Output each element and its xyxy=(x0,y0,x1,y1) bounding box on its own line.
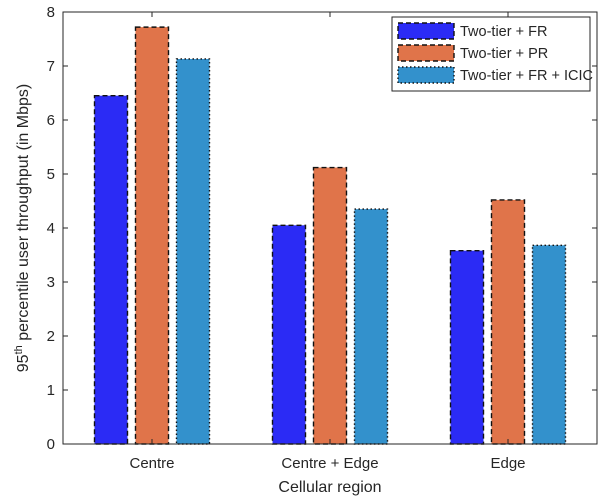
legend-swatch xyxy=(397,66,455,84)
y-axis-label-base: 95 xyxy=(15,354,32,372)
bar-two-tier-pr-0 xyxy=(134,26,170,445)
legend: Two-tier + FR Two-tier + PR Two-tier + FR … xyxy=(391,16,593,92)
y-tick-label: 1 xyxy=(47,382,55,399)
x-tick-label: Centre xyxy=(129,455,174,472)
y-tick-label: 6 xyxy=(47,112,55,129)
bar-two-tier-pr-2 xyxy=(490,199,526,445)
y-tick-label: 2 xyxy=(47,328,55,345)
y-axis-label-superscript: th xyxy=(13,345,25,354)
y-tick-label: 5 xyxy=(47,166,55,183)
legend-label: Two-tier + FR + ICIC xyxy=(460,68,593,84)
y-tick-label: 8 xyxy=(47,4,55,21)
y-tick-label: 4 xyxy=(47,220,55,237)
x-axis-label: Cellular region xyxy=(278,479,381,496)
y-axis-label-rest: percentile user throughput (in Mbps) xyxy=(15,84,32,345)
y-tick-label: 0 xyxy=(47,436,55,453)
y-tick-label: 3 xyxy=(47,274,55,291)
x-tick-label: Edge xyxy=(490,455,525,472)
bar-two-tier-pr-1 xyxy=(312,166,348,445)
legend-swatch xyxy=(397,44,455,62)
bars-layer xyxy=(93,26,567,445)
bar-two-tier-fr-icic-1 xyxy=(353,208,389,445)
bar-two-tier-fr-icic-2 xyxy=(531,244,567,445)
y-axis-label: 95th percentile user throughput (in Mbps… xyxy=(13,84,32,372)
y-axis: 0 1 2 3 4 5 6 7 8 xyxy=(47,4,597,453)
legend-swatch xyxy=(397,22,455,40)
y-tick-label: 7 xyxy=(47,58,55,75)
legend-label: Two-tier + FR xyxy=(460,24,547,40)
bar-two-tier-fr-1 xyxy=(271,224,307,445)
x-axis: Centre Centre + Edge Edge xyxy=(129,12,526,472)
bar-two-tier-fr-0 xyxy=(93,94,129,445)
x-tick-label: Centre + Edge xyxy=(281,455,378,472)
bar-two-tier-fr-icic-0 xyxy=(175,58,211,445)
bar-two-tier-fr-2 xyxy=(449,249,485,445)
legend-label: Two-tier + PR xyxy=(460,46,548,62)
